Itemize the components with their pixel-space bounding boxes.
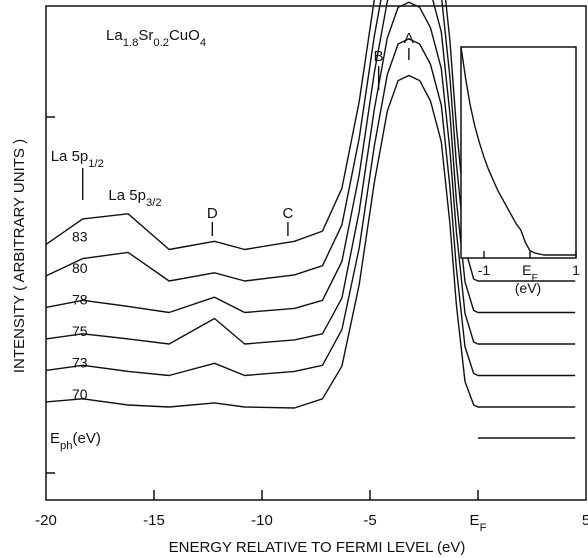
inset-curve bbox=[460, 46, 576, 256]
x-tick-label: -10 bbox=[251, 512, 273, 529]
annotations: La1.8Sr0.2CuO4 A B C D La 5p1/2La 5p3/2 Eph(eV… bbox=[50, 27, 414, 452]
peak-label: A bbox=[404, 30, 414, 47]
spectrum-curve bbox=[45, 0, 576, 282]
x-axis-ticks: -20 -15 -10 -5 EF 5 bbox=[35, 490, 588, 534]
photon-energy-label: 80 bbox=[72, 260, 88, 276]
photon-energy-label: 70 bbox=[72, 386, 88, 402]
core-level-label: La 5p3/2 bbox=[108, 187, 161, 209]
spectrum-curve bbox=[45, 74, 576, 409]
inset-plot: -1 EF 1 (eV) bbox=[460, 46, 580, 296]
inset-x-tick-label: -1 bbox=[478, 262, 491, 278]
spectrum-curve bbox=[45, 38, 576, 377]
plot-frame bbox=[45, 5, 587, 501]
photon-energy-label: 83 bbox=[72, 229, 88, 245]
inset-x-tick-label: EF bbox=[522, 262, 538, 284]
spectra-curves: 70 73 75 78 80 83 bbox=[45, 0, 576, 439]
x-axis-label: ENERGY RELATIVE TO FERMI LEVEL (eV) bbox=[169, 539, 466, 556]
x-tick-label: -5 bbox=[363, 512, 376, 529]
x-tick-label: -20 bbox=[35, 512, 57, 529]
inset-x-tick-label: 1 bbox=[572, 262, 580, 278]
peak-label: B bbox=[374, 48, 384, 65]
compound-label: La1.8Sr0.2CuO4 bbox=[106, 27, 206, 49]
peak-label: D bbox=[207, 205, 218, 222]
inset-x-axis-label: (eV) bbox=[515, 280, 541, 296]
core-level-label: La 5p1/2 bbox=[51, 148, 104, 170]
photon-energy-label: 78 bbox=[72, 292, 88, 308]
peak-label: C bbox=[282, 205, 293, 222]
x-tick-label: EF bbox=[470, 512, 487, 534]
x-tick-label: 5 bbox=[582, 512, 588, 529]
photon-energy-label: 73 bbox=[72, 355, 88, 371]
spectrum-curve bbox=[45, 1, 576, 345]
spectrum-curve bbox=[45, 0, 576, 314]
inset-frame bbox=[460, 46, 577, 259]
x-tick-label: -15 bbox=[143, 512, 165, 529]
photon-energy-label: 75 bbox=[72, 323, 88, 339]
photon-energy-axis-label: Eph(eV) bbox=[50, 430, 101, 452]
axes-frame bbox=[45, 5, 587, 501]
y-axis-label: INTENSITY ( ARBITRARY UNITS ) bbox=[11, 139, 28, 373]
